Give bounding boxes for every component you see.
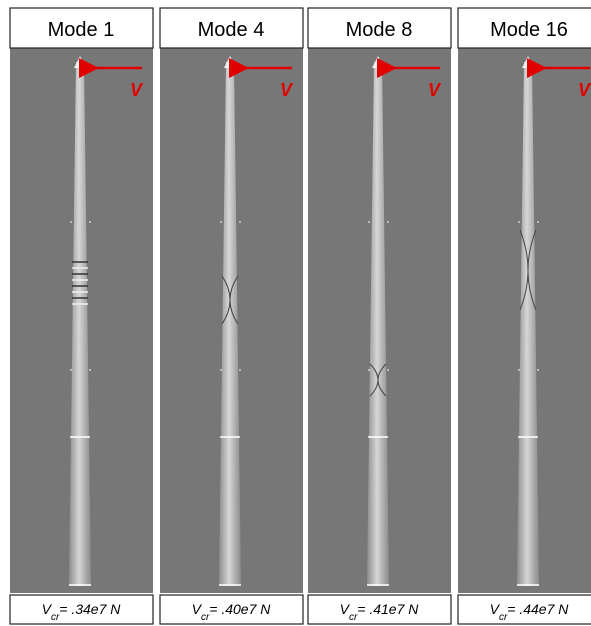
mode-title: Mode 16 [490, 19, 568, 41]
force-label: V [280, 80, 294, 100]
force-label: V [130, 80, 144, 100]
critical-value: = .40e7 N [209, 601, 271, 617]
critical-value: = .34e7 N [59, 601, 121, 617]
mode-title: Mode 1 [48, 19, 115, 41]
critical-value: = .41e7 N [357, 601, 419, 617]
mode-title: Mode 4 [198, 19, 265, 41]
force-label: V [578, 80, 591, 100]
figure: Mode 1VVcr= .34e7 NMode 4VVcr= .40e7 NMo… [0, 0, 591, 626]
mode-title: Mode 8 [346, 19, 413, 41]
critical-value: = .44e7 N [507, 601, 569, 617]
force-label: V [428, 80, 442, 100]
